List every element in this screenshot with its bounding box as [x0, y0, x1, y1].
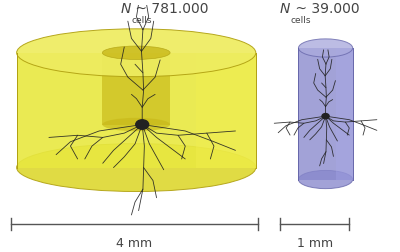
Ellipse shape: [298, 170, 353, 189]
Ellipse shape: [17, 144, 256, 192]
Polygon shape: [196, 53, 256, 168]
Text: 4 mm: 4 mm: [116, 237, 152, 250]
Ellipse shape: [322, 114, 329, 119]
Polygon shape: [298, 48, 353, 179]
Ellipse shape: [17, 29, 256, 77]
Text: cells: cells: [291, 16, 311, 25]
Polygon shape: [336, 48, 353, 179]
Ellipse shape: [102, 118, 170, 131]
Polygon shape: [17, 53, 256, 168]
Text: ~ 781.000: ~ 781.000: [132, 2, 209, 16]
Text: 1 mm: 1 mm: [296, 237, 333, 250]
Text: N: N: [120, 2, 131, 16]
Text: N: N: [280, 2, 290, 16]
Ellipse shape: [136, 120, 149, 129]
Text: cells: cells: [132, 16, 152, 25]
Ellipse shape: [102, 46, 170, 59]
Ellipse shape: [298, 39, 353, 57]
Polygon shape: [102, 53, 170, 124]
Text: ~ 39.000: ~ 39.000: [291, 2, 360, 16]
